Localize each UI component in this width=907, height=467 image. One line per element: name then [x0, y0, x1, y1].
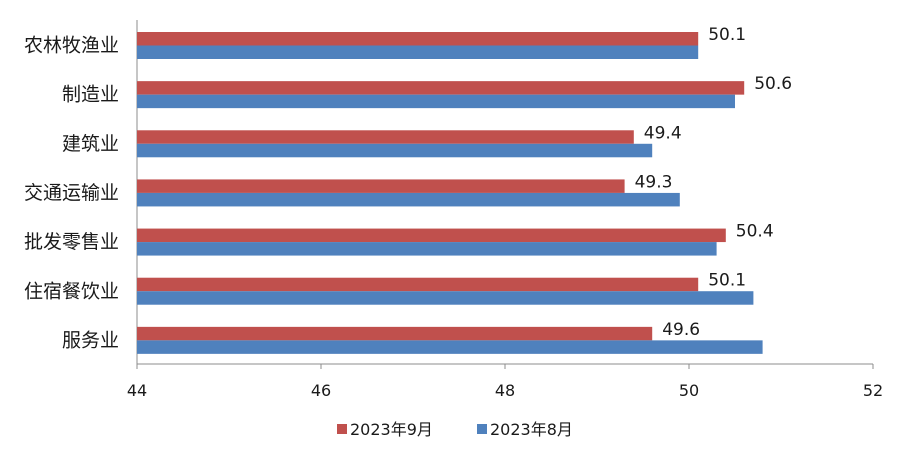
bar: [137, 192, 680, 207]
bar: [137, 94, 735, 109]
category-label: 批发零售业: [24, 231, 119, 253]
bar: [137, 81, 745, 95]
bar: [137, 326, 653, 341]
bar: [137, 242, 717, 256]
data-label: 50.1: [708, 25, 746, 45]
legend-label: 2023年9月: [350, 420, 433, 439]
category-label: 农林牧渔业: [24, 35, 119, 57]
bar: [137, 143, 653, 158]
bar: [137, 179, 625, 193]
category-label: 建筑业: [62, 133, 119, 155]
data-label: 50.1: [708, 271, 746, 291]
category-label: 交通运输业: [24, 182, 119, 204]
data-label: 49.4: [644, 123, 682, 143]
legend-label: 2023年8月: [490, 420, 573, 439]
category-label: 服务业: [62, 329, 119, 351]
x-tick-label: 44: [127, 381, 147, 400]
category-label: 制造业: [62, 84, 119, 106]
bar: [137, 32, 699, 46]
category-label: 住宿餐饮业: [24, 280, 119, 302]
x-tick-label: 46: [311, 381, 331, 400]
x-tick-label: 52: [863, 381, 883, 400]
legend-swatch: [477, 424, 487, 434]
bar: [137, 340, 763, 354]
bar: [137, 130, 634, 144]
x-tick-label: 50: [679, 381, 699, 400]
data-label: 49.3: [635, 172, 673, 192]
bar: [137, 228, 726, 243]
bar: [137, 291, 754, 305]
legend-swatch: [337, 424, 347, 434]
data-label: 50.6: [754, 74, 792, 94]
x-tick-label: 48: [495, 381, 515, 400]
data-label: 49.6: [662, 320, 700, 340]
bar: [137, 45, 699, 59]
bar: [137, 277, 699, 292]
data-label: 50.4: [736, 222, 774, 242]
